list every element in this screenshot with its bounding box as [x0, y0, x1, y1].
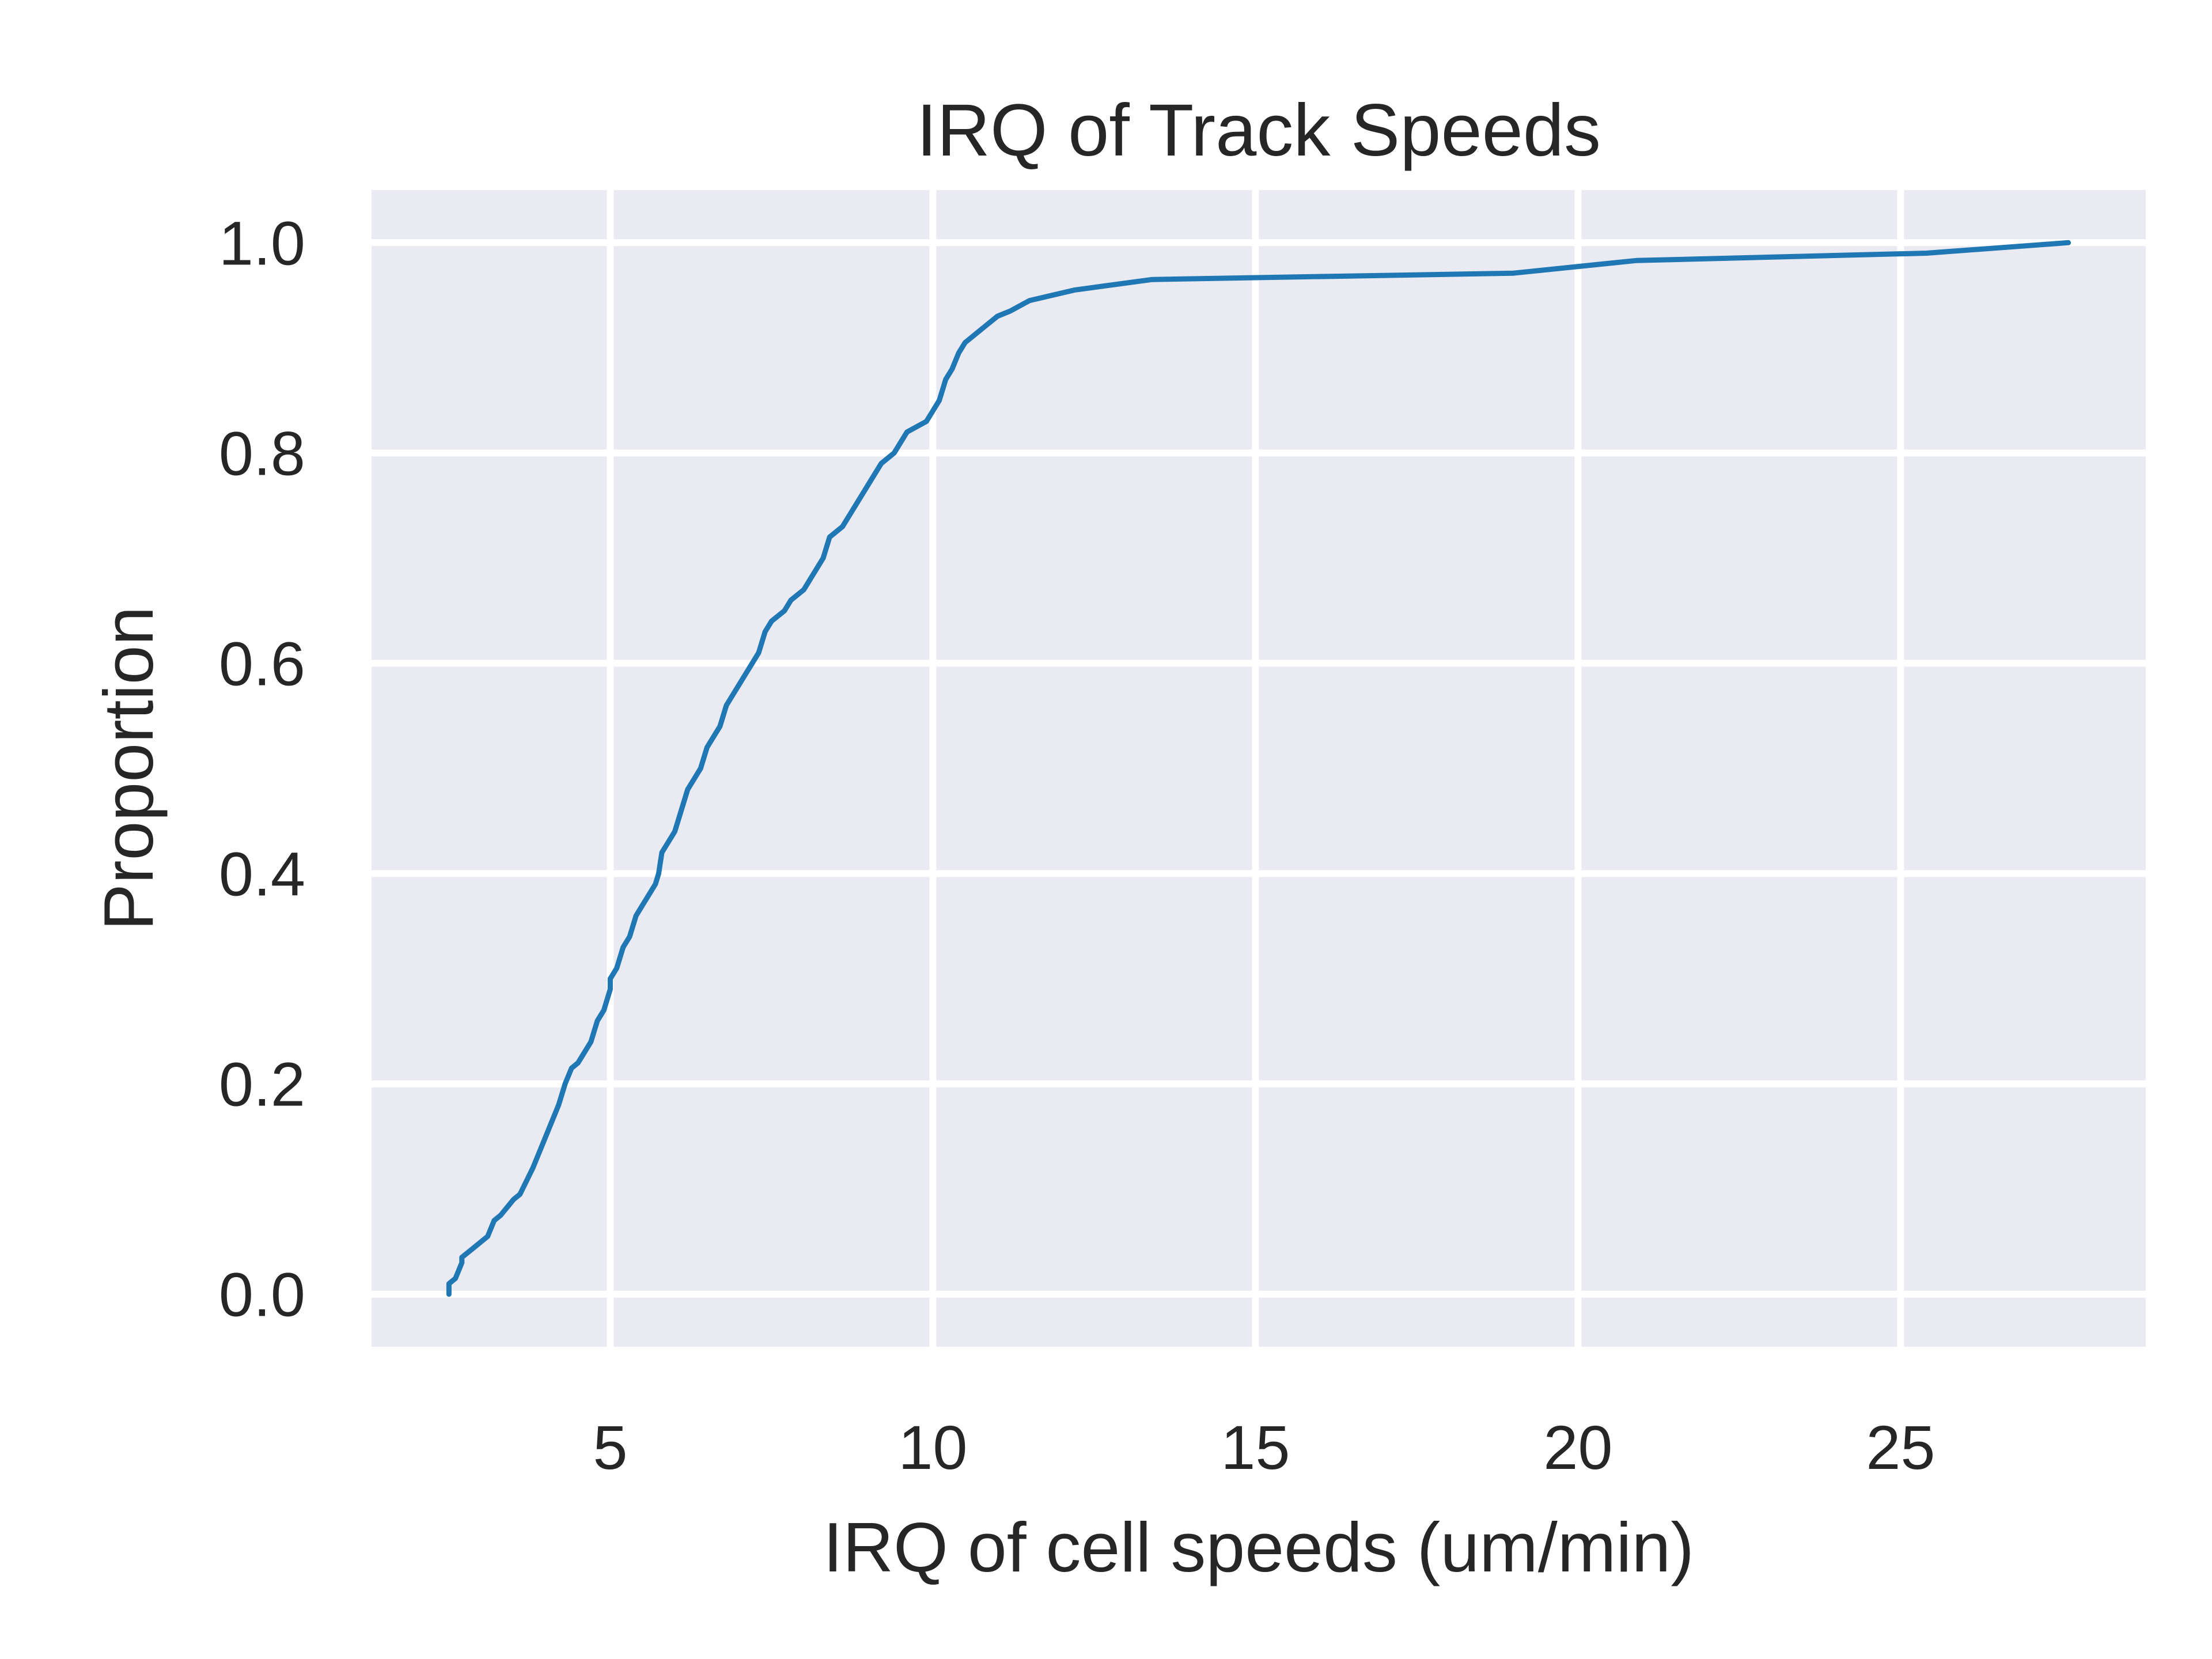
y-tick-label: 0.0 [219, 1260, 305, 1330]
y-tick-label: 1.0 [219, 208, 305, 278]
y-tick-label: 0.8 [219, 418, 305, 488]
y-tick-label: 0.4 [219, 839, 305, 909]
y-tick-label: 0.2 [219, 1050, 305, 1119]
x-tick-label: 10 [898, 1412, 967, 1482]
ecdf-series-line [446, 240, 2071, 1297]
y-tick-labels: 0.0 0.2 0.4 0.6 0.8 1.0 [219, 208, 305, 1329]
series-layer [446, 240, 2071, 1297]
x-axis-label: IRQ of cell speeds (um/min) [823, 1508, 1694, 1586]
y-axis-label: Proportion [89, 607, 168, 931]
x-tick-label: 15 [1221, 1412, 1290, 1482]
x-tick-label: 5 [593, 1412, 627, 1482]
x-tick-label: 20 [1543, 1412, 1612, 1482]
x-tick-label: 25 [1866, 1412, 1935, 1482]
y-tick-label: 0.6 [219, 628, 305, 698]
x-tick-labels: 5 10 15 20 25 [593, 1412, 1935, 1482]
chart-title: IRQ of Track Speeds [916, 89, 1601, 172]
grid [372, 190, 2146, 1347]
